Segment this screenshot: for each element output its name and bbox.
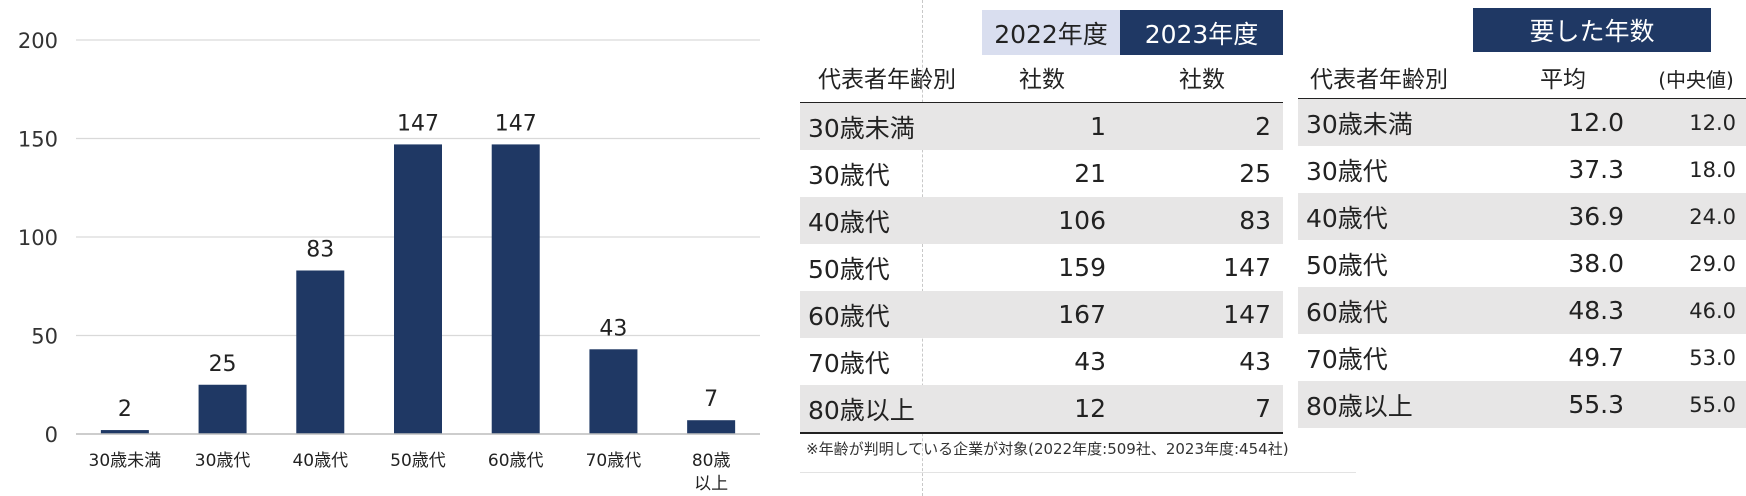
table1-row: 30歳未満 1 2 [800, 103, 1283, 150]
companies-by-age-table: 30歳未満 1 2 30歳代 21 25 40歳代 106 83 50歳代 159 147 60歳代 16… [800, 103, 1283, 432]
table2-row: 50歳代 38.0 29.0 [1298, 240, 1746, 287]
table2-row: 70歳代 49.7 53.0 [1298, 334, 1746, 381]
table1-cell-y2023: 25 [1239, 159, 1271, 188]
table2-cell-mean: 38.0 [1568, 249, 1624, 278]
table2-cell-mean: 12.0 [1468, 99, 1636, 146]
table2-cell-mean: 48.3 [1468, 287, 1636, 334]
table1-col-age: 代表者年齢別 [818, 67, 956, 93]
table1-cell-y2023: 43 [1239, 347, 1271, 376]
y-tick-label: 150 [18, 128, 58, 152]
data-label: 83 [306, 237, 334, 262]
table2-row: 60歳代 48.3 46.0 [1298, 287, 1746, 334]
table2-cell-mean: 55.3 [1468, 381, 1636, 428]
years-required-header: 要した年数 [1473, 8, 1711, 52]
table2-row: 30歳代 37.3 18.0 [1298, 146, 1746, 193]
table1-cell-y2022: 12 [956, 385, 1118, 432]
table1-row: 50歳代 159 147 [800, 244, 1283, 291]
bar-chart: 0 50 100 150 200 2 30歳未満 25 30歳代 83 40歳代 147 50歳代 147… [18, 29, 760, 494]
table2-col-mean: 平均 [1540, 67, 1586, 93]
divider-line [922, 0, 923, 496]
footnote-rule [800, 472, 1356, 473]
x-tick-label: 以上 [694, 474, 728, 494]
table2-cell-median: 29.0 [1689, 251, 1736, 276]
data-label: 25 [209, 352, 237, 377]
table1-cell-y2023: 2 [1118, 103, 1283, 150]
table1-col-count-2023: 社数 [1179, 67, 1225, 93]
table1-cell-age: 50歳代 [808, 254, 890, 284]
table2-cell-age: 70歳代 [1306, 344, 1388, 374]
table1-row: 40歳代 106 83 [800, 197, 1283, 244]
table1-cell-y2023: 147 [1118, 291, 1283, 338]
bar [589, 349, 638, 434]
x-tick-label: 80歳 [692, 451, 731, 471]
y-tick-label: 100 [18, 226, 58, 250]
table2-col-age: 代表者年齢別 [1310, 67, 1448, 93]
table2-cell-median: 46.0 [1636, 287, 1746, 334]
table1-cell-y2023: 83 [1118, 197, 1283, 244]
y-tick-label: 0 [45, 423, 58, 447]
table2-cell-median: 12.0 [1636, 99, 1746, 146]
table1-cell-y2023: 7 [1118, 385, 1283, 432]
year-header-2023: 2023年度 [1120, 10, 1283, 55]
footnote: ※年齢が判明している企業が対象(2022年度:509社、2023年度:454社) [806, 440, 1289, 458]
table1-cell-age: 60歳代 [800, 291, 956, 338]
table2-cell-mean: 36.9 [1468, 193, 1636, 240]
table1-row: 60歳代 167 147 [800, 291, 1283, 338]
table2-cell-median: 18.0 [1689, 157, 1736, 182]
y-tick-label: 200 [18, 29, 58, 53]
table1-cell-y2022: 167 [956, 291, 1118, 338]
table1-cell-y2022: 159 [1058, 253, 1106, 282]
table1-cell-y2022: 21 [1074, 159, 1106, 188]
years-required-table: 30歳未満 12.0 12.0 30歳代 37.3 18.0 40歳代 36.9 24.0 50歳… [1298, 99, 1746, 428]
data-label: 7 [704, 387, 718, 412]
table1-cell-y2023: 147 [1223, 253, 1271, 282]
table1-col-count-2022: 社数 [1019, 67, 1065, 93]
table2-cell-mean: 37.3 [1568, 155, 1624, 184]
data-label: 43 [599, 316, 627, 341]
table1-cell-age: 30歳未満 [800, 103, 956, 150]
table1-cell-age: 40歳代 [800, 197, 956, 244]
bar [296, 270, 345, 434]
table1-row: 70歳代 43 43 [800, 338, 1283, 385]
table2-row: 30歳未満 12.0 12.0 [1298, 99, 1746, 146]
table2-cell-age: 50歳代 [1306, 250, 1388, 280]
data-label: 147 [397, 111, 439, 136]
table2-row: 40歳代 36.9 24.0 [1298, 193, 1746, 240]
table1-cell-age: 80歳以上 [800, 385, 956, 432]
data-label: 2 [118, 397, 132, 422]
table2-cell-age: 60歳代 [1298, 287, 1468, 334]
bar [100, 430, 149, 434]
table2-cell-age: 30歳代 [1306, 156, 1388, 186]
x-tick-label: 60歳代 [488, 451, 544, 471]
table2-cell-median: 55.0 [1636, 381, 1746, 428]
table1-cell-age: 30歳代 [808, 160, 890, 190]
table2-col-median: (中央値) [1658, 68, 1734, 92]
x-tick-label: 50歳代 [390, 451, 446, 471]
x-tick-label: 30歳未満 [89, 451, 162, 471]
table1-bottom-rule [800, 432, 1283, 434]
table2-row: 80歳以上 55.3 55.0 [1298, 381, 1746, 428]
table2-cell-median: 53.0 [1689, 345, 1736, 370]
table2-cell-mean: 49.7 [1568, 343, 1624, 372]
y-tick-label: 50 [31, 325, 58, 349]
x-tick-label: 30歳代 [195, 451, 251, 471]
bar [687, 420, 736, 434]
table1-row: 80歳以上 12 7 [800, 385, 1283, 432]
table1-cell-y2022: 106 [956, 197, 1118, 244]
x-tick-label: 70歳代 [586, 451, 642, 471]
table2-cell-age: 40歳代 [1298, 193, 1468, 240]
table2-cell-age: 30歳未満 [1298, 99, 1468, 146]
table1-cell-y2022: 1 [956, 103, 1118, 150]
year-header-2022: 2022年度 [982, 10, 1120, 55]
table1-cell-age: 70歳代 [808, 348, 890, 378]
data-label: 147 [495, 111, 537, 136]
table1-cell-y2022: 43 [1074, 347, 1106, 376]
bar [198, 384, 247, 434]
bar [394, 144, 442, 434]
table2-cell-age: 80歳以上 [1298, 381, 1468, 428]
x-tick-label: 40歳代 [292, 451, 348, 471]
table1-row: 30歳代 21 25 [800, 150, 1283, 197]
bar [491, 144, 540, 434]
table2-cell-median: 24.0 [1636, 193, 1746, 240]
